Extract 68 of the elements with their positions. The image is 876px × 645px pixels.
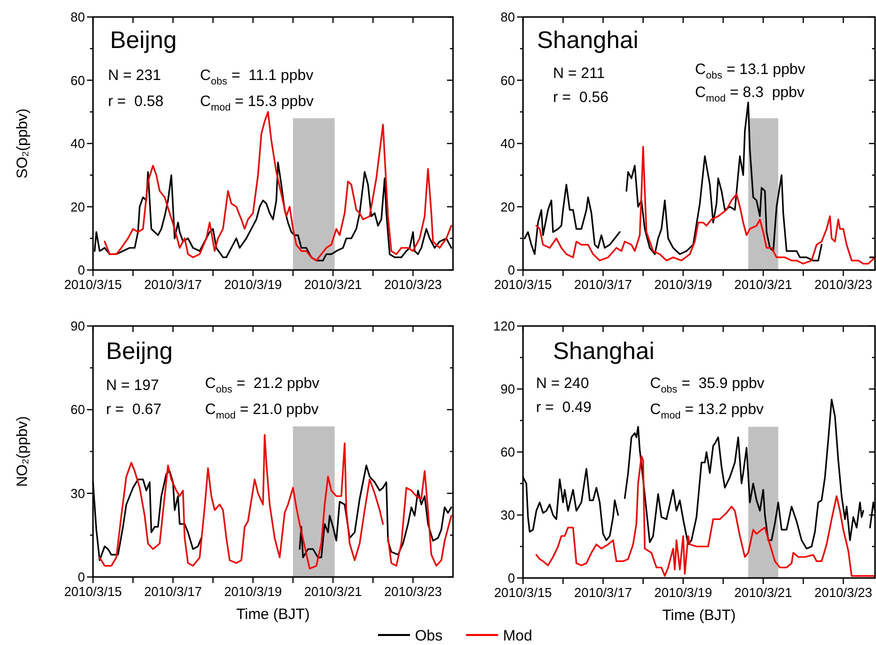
chart-title: Beijng (110, 27, 177, 54)
y-tick-label: 0 (508, 262, 515, 278)
y-tick-label: 20 (70, 199, 85, 214)
chart-title: Shanghai (537, 27, 638, 54)
x-tick-label: 2010/3/19 (224, 277, 282, 292)
x-tick-label: 2010/3/23 (814, 277, 872, 292)
y-tick-label: 0 (508, 570, 515, 586)
y-tick-label: 60 (70, 402, 85, 418)
annotation: C$_{mod}$ = 8.3 ppbv (695, 84, 805, 104)
x-tick-label: 2010/3/21 (304, 277, 362, 292)
text: Beijng (106, 338, 173, 365)
y-tick-label: 40 (70, 136, 85, 152)
text: Shanghai (553, 338, 654, 365)
x-tick-label: 2010/3/21 (734, 585, 792, 600)
line-series (536, 455, 876, 577)
y-tick-label: 60 (70, 72, 85, 88)
x-tick-label: 2010/3/19 (224, 584, 282, 599)
x-tick-label: 2010/3/23 (384, 277, 442, 292)
x-tick-label: 2010/3/23 (384, 584, 442, 599)
x-axis-title: Time (BJT) (662, 607, 736, 624)
y-tick-label: 80 (70, 10, 85, 25)
annotation: C$_{mod}$ = 13.2 ppbv (650, 401, 764, 422)
x-tick-label: 2010/3/21 (734, 277, 792, 292)
annotation: C$_{mod}$ = 21.0 ppbv (205, 401, 320, 422)
x-tick-label: 2010/3/17 (144, 584, 202, 599)
annotation: r = 0.56 (553, 89, 608, 106)
y-tick-label: 80 (500, 10, 515, 25)
y-tick-label: 60 (500, 444, 515, 460)
y-tick-label: 30 (70, 486, 85, 501)
x-tick-label: 2010/3/17 (144, 277, 202, 292)
annotation: N = 240 (536, 375, 589, 392)
y-tick-label: 0 (78, 570, 85, 585)
x-tick-label: 2010/3/19 (654, 585, 712, 600)
annotation: N = 231 (108, 67, 161, 84)
annotation: r = 0.58 (108, 93, 164, 110)
x-tick-label: 2010/3/17 (574, 277, 632, 292)
x-tick-label: 2010/3/15 (494, 277, 552, 292)
x-tick-label: 2010/3/15 (64, 584, 122, 599)
y-tick-label: 90 (70, 318, 85, 334)
y-tick-label: 30 (500, 508, 515, 523)
x-tick-label: 2010/3/17 (574, 585, 632, 600)
x-tick-label: 2010/3/23 (814, 585, 872, 600)
annotation: C$_{mod}$ = 15.3 ppbv (200, 93, 314, 114)
line-series (104, 111, 452, 262)
legend-label: Mod (503, 627, 532, 644)
annotation: C$_{obs}$ = 35.9 ppbv (650, 375, 765, 396)
annotation: C$_{obs}$ = 11.1 ppbv (200, 67, 314, 88)
x-tick-label: 2010/3/19 (654, 277, 712, 292)
annotation: N = 211 (553, 65, 605, 82)
legend-label: Obs (415, 627, 443, 644)
y-tick-label: 0 (78, 262, 85, 278)
y-tick-label: 60 (500, 72, 515, 88)
annotation: r = 0.49 (536, 399, 592, 416)
y-axis-title: NO₂(ppbv) (14, 416, 31, 487)
x-tick-label: 2010/3/21 (304, 584, 362, 599)
annotation: C$_{obs}$ = 13.1 ppbv (695, 61, 806, 82)
annotation: N = 197 (106, 377, 159, 394)
y-axis-title: SO₂(ppbv) (14, 108, 31, 179)
line-series (536, 146, 876, 264)
x-axis-title: Time (BJT) (236, 606, 310, 623)
x-tick-label: 2010/3/15 (64, 277, 122, 292)
y-tick-label: 90 (500, 382, 515, 397)
annotation: r = 0.67 (106, 401, 162, 418)
x-tick-label: 2010/3/15 (494, 585, 552, 600)
y-tick-label: 40 (500, 136, 515, 152)
annotation: C$_{obs}$ = 21.2 ppbv (205, 375, 320, 396)
y-tick-label: 120 (493, 318, 515, 334)
y-tick-label: 20 (500, 199, 515, 214)
